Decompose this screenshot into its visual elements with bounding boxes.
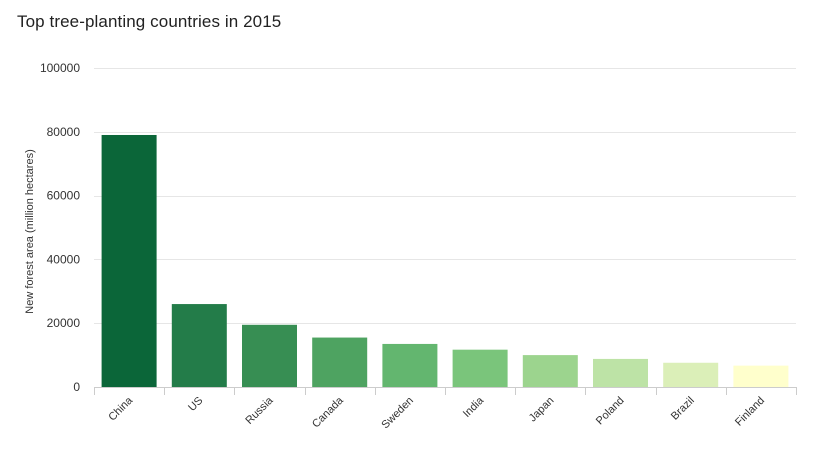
bar-sweden: [382, 343, 438, 387]
x-tick-label: China: [106, 394, 135, 423]
y-tick-label: 20000: [47, 316, 81, 330]
bar-japan: [522, 355, 578, 387]
bar-brazil: [663, 362, 719, 387]
x-tick-label: Russia: [243, 394, 276, 427]
x-axis: [94, 387, 797, 395]
bar-canada: [312, 337, 368, 387]
x-tick-label: Sweden: [379, 395, 416, 432]
x-tick-label: Japan: [527, 395, 557, 425]
bar-russia: [242, 324, 297, 387]
bar-china: [101, 134, 157, 387]
bar-us: [171, 304, 227, 387]
y-axis-title: New forest area (million hectares): [24, 149, 36, 313]
x-tick-label: Finland: [733, 395, 767, 429]
bar-india: [452, 349, 508, 387]
y-tick-label: 80000: [47, 125, 81, 139]
bar-finland: [733, 365, 789, 387]
x-axis-labels: China US Russia Canada Sweden India Japan Polan…: [106, 394, 767, 431]
chart-title: Top tree-planting countries in 2015: [17, 12, 282, 31]
bar-poland: [593, 358, 648, 387]
x-tick-label: Poland: [594, 395, 627, 428]
y-tick-label: 60000: [47, 189, 81, 203]
y-axis-ticks: 0 20000 40000 60000 80000 100000: [40, 61, 80, 394]
x-tick-label: India: [461, 394, 487, 420]
bars: [101, 134, 789, 387]
x-tick-label: Canada: [310, 394, 346, 430]
x-tick-label: US: [186, 395, 205, 414]
y-tick-label: 0: [73, 380, 80, 394]
gridlines: [94, 68, 796, 324]
x-tick-label: Brazil: [669, 395, 697, 423]
y-tick-label: 100000: [40, 61, 80, 75]
y-tick-label: 40000: [47, 252, 81, 266]
